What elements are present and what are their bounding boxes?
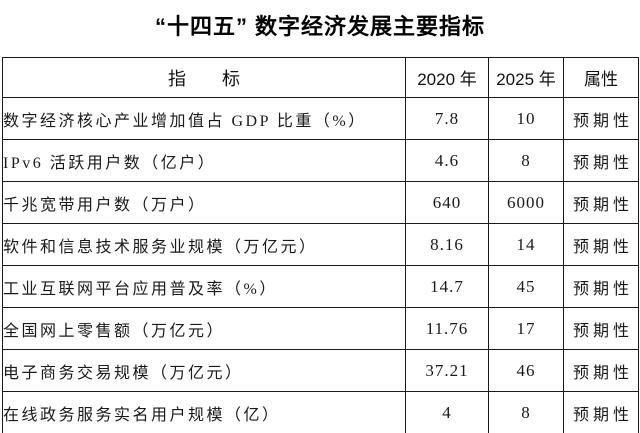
column-header-attribute: 属性	[563, 57, 639, 98]
value-2025-cell: 8	[488, 139, 564, 182]
value-2025-cell: 6000	[488, 181, 564, 224]
column-header-2020: 2020 年	[405, 57, 489, 98]
value-2020-cell: 640	[405, 181, 489, 224]
value-2025-cell: 10	[488, 97, 564, 140]
value-2020-cell: 11.76	[405, 307, 489, 350]
value-2020-cell: 4	[405, 391, 489, 433]
attribute-cell: 预期性	[563, 139, 639, 182]
attribute-cell: 预期性	[563, 97, 639, 140]
value-2025-cell: 8	[488, 391, 564, 433]
attribute-cell: 预期性	[563, 265, 639, 308]
table-row: 在线政务服务实名用户规模（亿） 4 8 预期性	[2, 391, 639, 433]
column-header-indicator: 指 标	[2, 57, 406, 98]
value-2020-cell: 8.16	[405, 223, 489, 266]
indicator-cell: IPv6 活跃用户数（亿户）	[2, 139, 406, 182]
table-row: 电子商务交易规模（万亿元） 37.21 46 预期性	[2, 349, 639, 392]
attribute-cell: 预期性	[563, 391, 639, 433]
indicator-cell: 数字经济核心产业增加值占 GDP 比重（%）	[2, 97, 406, 140]
indicator-table: 指 标 2020 年 2025 年 属性 数字经济核心产业增加值占 GDP 比重…	[2, 57, 639, 433]
indicator-cell: 全国网上零售额（万亿元）	[2, 307, 406, 350]
indicator-cell: 工业互联网平台应用普及率（%）	[2, 265, 406, 308]
value-2020-cell: 14.7	[405, 265, 489, 308]
table-row: 工业互联网平台应用普及率（%） 14.7 45 预期性	[2, 265, 639, 308]
attribute-cell: 预期性	[563, 223, 639, 266]
table-row: 全国网上零售额（万亿元） 11.76 17 预期性	[2, 307, 639, 350]
indicator-cell: 在线政务服务实名用户规模（亿）	[2, 391, 406, 433]
value-2025-cell: 46	[488, 349, 564, 392]
value-2020-cell: 7.8	[405, 97, 489, 140]
indicator-cell: 软件和信息技术服务业规模（万亿元）	[2, 223, 406, 266]
table-row: 数字经济核心产业增加值占 GDP 比重（%） 7.8 10 预期性	[2, 97, 639, 140]
indicator-cell: 电子商务交易规模（万亿元）	[2, 349, 406, 392]
page-title: “十四五” 数字经济发展主要指标	[154, 14, 486, 39]
attribute-cell: 预期性	[563, 349, 639, 392]
table-header-row: 指 标 2020 年 2025 年 属性	[2, 57, 639, 98]
table-row: 软件和信息技术服务业规模（万亿元） 8.16 14 预期性	[2, 223, 639, 266]
value-2025-cell: 14	[488, 223, 564, 266]
value-2020-cell: 4.6	[405, 139, 489, 182]
value-2020-cell: 37.21	[405, 349, 489, 392]
value-2025-cell: 17	[488, 307, 564, 350]
column-header-2025: 2025 年	[488, 57, 564, 98]
table-row: IPv6 活跃用户数（亿户） 4.6 8 预期性	[2, 139, 639, 182]
attribute-cell: 预期性	[563, 181, 639, 224]
table-row: 千兆宽带用户数（万户） 640 6000 预期性	[2, 181, 639, 224]
value-2025-cell: 45	[488, 265, 564, 308]
indicator-cell: 千兆宽带用户数（万户）	[2, 181, 406, 224]
attribute-cell: 预期性	[563, 307, 639, 350]
